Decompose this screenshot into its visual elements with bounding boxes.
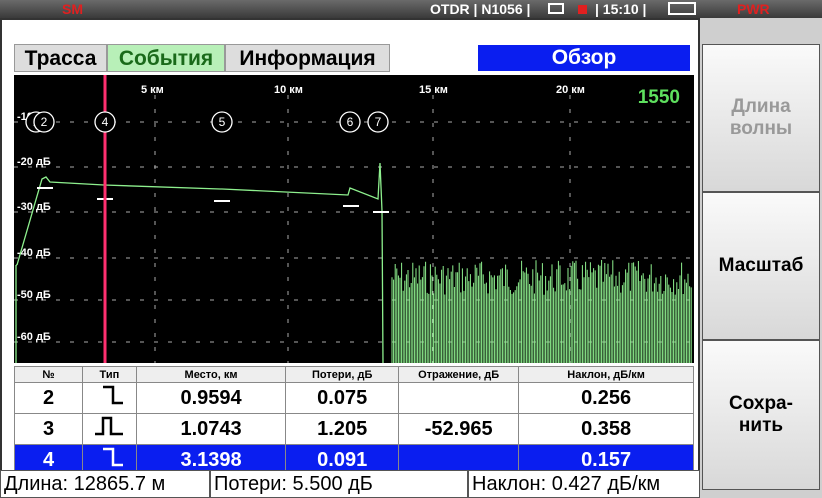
icon — [548, 3, 564, 14]
header-row: № Тип Место, км Потери, дБ Отражение, дБ Накл… — [14, 366, 694, 383]
type-icon — [103, 447, 124, 467]
trace — [15, 162, 384, 363]
event-number: 7 — [375, 115, 382, 129]
event-number: 2 — [41, 115, 48, 129]
type-icon — [103, 385, 124, 405]
button-label: нить — [738, 415, 784, 436]
y-label: -60 дБ — [17, 331, 51, 343]
event-number: 5 — [219, 115, 226, 129]
type-icon — [95, 416, 124, 436]
x-label: 15 км — [419, 84, 448, 96]
summary-item: Длина: 12865.7 м — [0, 470, 210, 498]
side-button[interactable]: Длина волны — [702, 44, 820, 192]
header-cell: Место, км — [135, 366, 287, 383]
cell: 0.358 — [518, 413, 694, 445]
cell: 3 — [14, 413, 83, 445]
events-table: № Тип Место, км Потери, дБ Отражение, дБ Накл… — [14, 366, 694, 476]
button-label: Масштаб — [718, 255, 804, 276]
event-number: 4 — [102, 115, 109, 129]
type-icon — [103, 385, 124, 405]
header-cell: № — [14, 366, 83, 383]
icon — [668, 2, 696, 15]
summary-item: Потери: 5.500 дБ — [210, 470, 468, 498]
event-circle — [94, 111, 116, 133]
cell: 1.0743 — [135, 413, 287, 445]
type-cell — [82, 382, 137, 414]
time: | 15:10 | — [595, 1, 647, 17]
header-cell: Потери, дБ — [285, 366, 400, 383]
mode: SM — [62, 1, 83, 17]
event-row: 2 0.9594 0.075 0.256 — [14, 382, 694, 414]
tab[interactable]: Трасса — [14, 44, 107, 72]
cell — [398, 382, 520, 414]
x-label: 5 км — [141, 84, 164, 96]
wavelength: 1550 — [638, 87, 680, 108]
overview-button[interactable]: Обзор — [478, 45, 690, 71]
event-circle — [211, 111, 233, 133]
header-cell: Отражение, дБ — [398, 366, 520, 383]
x-label: 20 км — [556, 84, 585, 96]
event-number: 6 — [347, 115, 354, 129]
type-icon — [103, 447, 124, 467]
tab[interactable]: Информация — [225, 44, 390, 72]
event-row: 3 1.0743 1.205 -52.965 0.358 — [14, 413, 694, 445]
cell: 0.075 — [285, 382, 400, 414]
y-label: -20 дБ — [17, 156, 51, 168]
cell: 0.256 — [518, 382, 694, 414]
type-cell — [82, 413, 137, 445]
summary: Длина: 12865.7 м Потери: 5.500 дБ Наклон: … — [0, 470, 700, 498]
cell: -52.965 — [398, 413, 520, 445]
side-button[interactable]: Масштаб — [702, 192, 820, 340]
icon — [578, 5, 587, 14]
device: OTDR | N1056 | — [430, 1, 531, 17]
header-cell: Тип — [82, 366, 137, 383]
power: PWR — [737, 1, 770, 17]
summary-item: Наклон: 0.427 дБ/км — [468, 470, 700, 498]
y-label: -40 дБ — [17, 247, 51, 259]
side-button[interactable]: Сохра-нить — [702, 340, 820, 490]
type-icon — [95, 416, 124, 436]
button-label: Сохра- — [729, 393, 793, 414]
status-bar: SM OTDR | N1056 | | 15:10 | PWR — [0, 0, 822, 18]
cell: 1.205 — [285, 413, 400, 445]
tab[interactable]: События — [107, 44, 225, 72]
event-circle — [367, 111, 389, 133]
event-circle — [33, 111, 55, 133]
button-label: волны — [729, 118, 793, 139]
header-cell: Наклон, дБ/км — [518, 366, 694, 383]
cell: 2 — [14, 382, 83, 414]
cell: 0.9594 — [135, 382, 287, 414]
y-label: -50 дБ — [17, 289, 51, 301]
event-circle — [339, 111, 361, 133]
button-label: Длина — [731, 96, 791, 117]
noise — [391, 260, 692, 363]
x-label: 10 км — [274, 84, 303, 96]
